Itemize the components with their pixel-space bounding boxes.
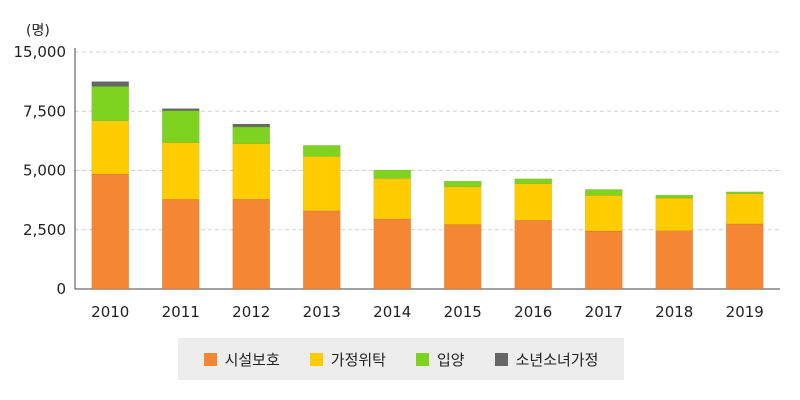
bar-segment (91, 81, 130, 87)
legend-label: 시설보호 (224, 350, 280, 369)
bar-segment (161, 199, 200, 290)
bar-segment (373, 218, 412, 290)
x-tick-label: 2010 (91, 303, 129, 321)
bar-segment (161, 142, 200, 200)
bar-segment (232, 126, 271, 144)
x-tick-label: 2013 (303, 303, 341, 321)
y-tick-label: 15,000 (14, 43, 67, 61)
bar-segment (584, 189, 623, 196)
bar-segment (232, 198, 271, 290)
legend-item: 가정위탁 (309, 349, 386, 370)
bar-segment (302, 210, 341, 290)
bar-segment (373, 178, 412, 220)
bar-segment (725, 191, 764, 195)
legend: 시설보호 가정위탁 입양 소년소녀가정 (178, 338, 624, 380)
legend-label: 소년소녀가정 (515, 350, 599, 369)
bar-segment (91, 173, 130, 290)
legend-swatch (415, 352, 429, 366)
bar-segment (725, 223, 764, 290)
x-tick-label: 2012 (232, 303, 270, 321)
x-tick-label: 2015 (444, 303, 482, 321)
legend-swatch (309, 352, 323, 366)
legend-swatch (203, 352, 217, 366)
bar-segment (514, 183, 553, 221)
bar-segment (232, 143, 271, 200)
bar-segment (302, 155, 341, 212)
bar-segment (161, 108, 200, 111)
bar-segment (443, 186, 482, 225)
bar-segment (514, 178, 553, 184)
bar-segment (443, 224, 482, 290)
bar-segment (584, 230, 623, 290)
x-tick-label: 2014 (373, 303, 411, 321)
bar-segment (584, 195, 623, 232)
y-unit-label: (명) (26, 23, 50, 39)
bar-segment (161, 110, 200, 143)
x-tick-label: 2016 (514, 303, 552, 321)
legend-item: 입양 (415, 349, 465, 370)
x-tick-label: 2017 (585, 303, 623, 321)
bar-segment (91, 120, 130, 175)
y-tick-label: 0 (56, 280, 66, 298)
legend-item: 시설보호 (203, 349, 280, 370)
x-tick-label: 2018 (655, 303, 693, 321)
bar-segment (655, 194, 694, 199)
legend-item: 소년소녀가정 (494, 349, 599, 370)
x-tick-label: 2011 (162, 303, 200, 321)
legend-swatch (494, 352, 508, 366)
y-tick-label: 5,000 (23, 162, 66, 180)
gridlines (75, 51, 780, 231)
bar-segment (655, 230, 694, 290)
legend-label: 입양 (436, 350, 465, 369)
bar-segment (725, 193, 764, 225)
y-tick-label: 2,500 (23, 221, 66, 239)
bar-segment (232, 123, 271, 128)
legend-label: 가정위탁 (330, 350, 386, 369)
x-tick-label: 2019 (726, 303, 764, 321)
bar-segment (655, 197, 694, 231)
bars (91, 81, 764, 290)
x-axis: 2010 2011 2012 2013 2014 2015 2016 2017 2018 2019 (91, 303, 764, 321)
bar-segment (91, 86, 130, 122)
bar-segment (373, 169, 412, 179)
bar-segment (302, 145, 341, 157)
y-tick-label: 7,500 (23, 102, 66, 120)
bar-segment (514, 219, 553, 290)
bar-segment (443, 180, 482, 187)
